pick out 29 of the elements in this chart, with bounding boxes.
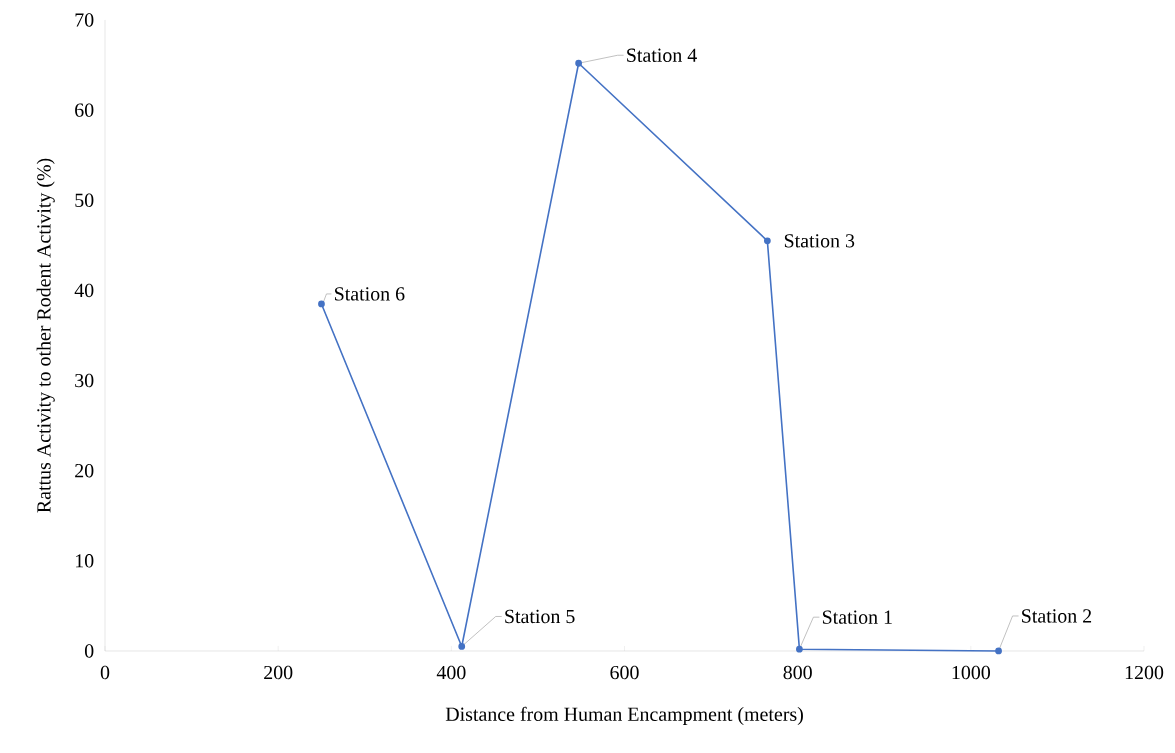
y-axis-title: Rattus Activity to other Rodent Activity (%) [36, 158, 55, 513]
x-tick-label: 600 [610, 665, 639, 680]
point [575, 59, 583, 67]
annotation: Station 2 [1022, 609, 1092, 623]
annotation: Station 3 [784, 234, 855, 248]
x-tick-label: 0 [100, 665, 110, 680]
annotation: Station 5 [505, 609, 575, 624]
x-tick-label: 200 [264, 665, 293, 680]
y-tick-label: 40 [74, 283, 94, 298]
y-tick-label: 50 [75, 193, 94, 207]
point [796, 645, 803, 653]
annotation: Station 6 [335, 287, 405, 301]
y-tick-label: 30 [75, 373, 94, 388]
point [458, 643, 466, 650]
x-tick-label: 1200 [1125, 665, 1164, 680]
y-tick-label: 60 [75, 103, 94, 117]
y-tick-label: 70 [75, 13, 94, 27]
y-tick-label: 0 [84, 644, 94, 658]
x-tick-label: 1000 [952, 665, 991, 680]
point [318, 300, 325, 308]
x-axis-title: Distance from Human Encampment (meters) [445, 706, 803, 726]
point [995, 647, 1002, 655]
x-tick-label: 400 [436, 665, 466, 680]
y-tick-label: 10 [75, 554, 94, 568]
x-tick-label: 800 [783, 665, 812, 680]
annotation: Station 4 [627, 48, 697, 62]
point [763, 237, 771, 245]
annotation: Station 1 [822, 610, 892, 624]
y-tick-label: 20 [75, 463, 94, 478]
